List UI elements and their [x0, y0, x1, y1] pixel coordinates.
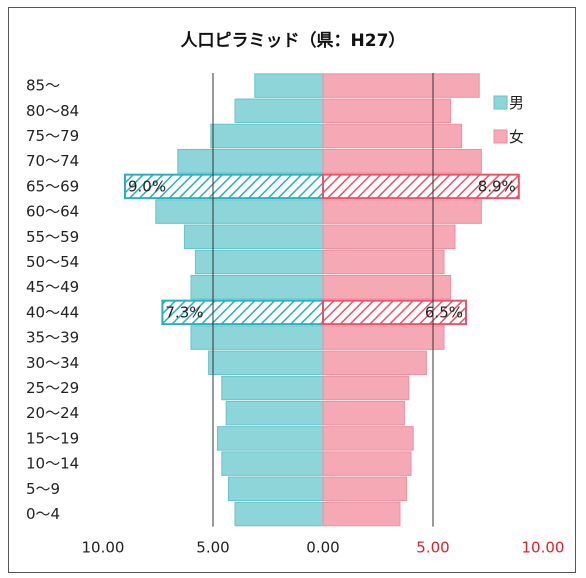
female-bar — [322, 476, 408, 502]
female-percent-label: 8.9% — [478, 177, 516, 195]
male-bar — [155, 199, 324, 224]
female-bar — [322, 249, 445, 275]
category-label: 15～19 — [26, 429, 79, 447]
category-label: 85～ — [26, 77, 60, 95]
category-label: 25～29 — [26, 379, 79, 397]
female-bar — [322, 148, 482, 174]
male-bar — [208, 350, 324, 376]
category-label: 40～44 — [26, 303, 79, 321]
category-label: 30～34 — [26, 354, 79, 372]
category-label: 20～24 — [26, 404, 79, 422]
category-label: 75～79 — [26, 127, 79, 145]
female-bar — [322, 224, 456, 250]
category-label: 70～74 — [26, 152, 79, 170]
male-bar — [194, 249, 324, 275]
x-tick-label: 0.00 — [306, 539, 339, 557]
female-bar — [322, 375, 410, 401]
male-bar — [225, 400, 324, 426]
male-bar — [234, 98, 324, 124]
category-label: 80～84 — [26, 102, 79, 120]
male-bar — [177, 148, 324, 174]
female-bar — [322, 173, 520, 200]
male-percent-label: 9.0% — [128, 177, 166, 195]
x-tick-label: 10.00 — [82, 539, 125, 557]
male-bar — [190, 274, 324, 300]
legend-swatch — [493, 95, 508, 110]
female-bar — [322, 199, 482, 224]
male-percent-label: 7.3% — [165, 303, 203, 321]
male-bar — [183, 224, 324, 250]
male-bar — [190, 325, 324, 350]
male-bar — [216, 426, 324, 451]
female-bar — [322, 426, 414, 451]
female-bar — [322, 299, 467, 326]
female-bar — [322, 73, 480, 98]
category-label: 10～14 — [26, 455, 79, 473]
male-bar — [254, 73, 324, 98]
female-bar — [322, 123, 463, 149]
legend-label: 男 — [509, 94, 524, 112]
legend-swatch — [493, 129, 508, 144]
x-tick-label: 5.00 — [416, 539, 449, 557]
chart-title: 人口ピラミッド（県：H27） — [180, 31, 406, 51]
category-label: 45～49 — [26, 278, 79, 296]
male-bar — [210, 123, 324, 149]
x-tick-label: 10.00 — [522, 539, 565, 557]
x-tick-label: 5.00 — [196, 539, 229, 557]
female-percent-label: 6.5% — [425, 303, 463, 321]
legend-label: 女 — [509, 128, 524, 146]
category-label: 55～59 — [26, 228, 79, 246]
male-bar — [234, 501, 324, 527]
female-bar — [322, 350, 427, 376]
male-bar — [227, 476, 324, 502]
female-bar — [322, 400, 405, 426]
female-bar — [322, 325, 445, 350]
male-bar — [221, 375, 324, 401]
category-label: 50～54 — [26, 253, 79, 271]
female-bar — [322, 501, 401, 527]
male-bar — [221, 451, 324, 476]
category-label: 5～9 — [26, 480, 60, 498]
category-label: 65～69 — [26, 177, 79, 195]
female-bar — [322, 98, 452, 124]
category-label: 0～4 — [26, 505, 60, 523]
female-bar — [322, 274, 452, 300]
category-label: 35～39 — [26, 329, 79, 347]
category-label: 60～64 — [26, 203, 79, 221]
female-bar — [322, 451, 412, 476]
